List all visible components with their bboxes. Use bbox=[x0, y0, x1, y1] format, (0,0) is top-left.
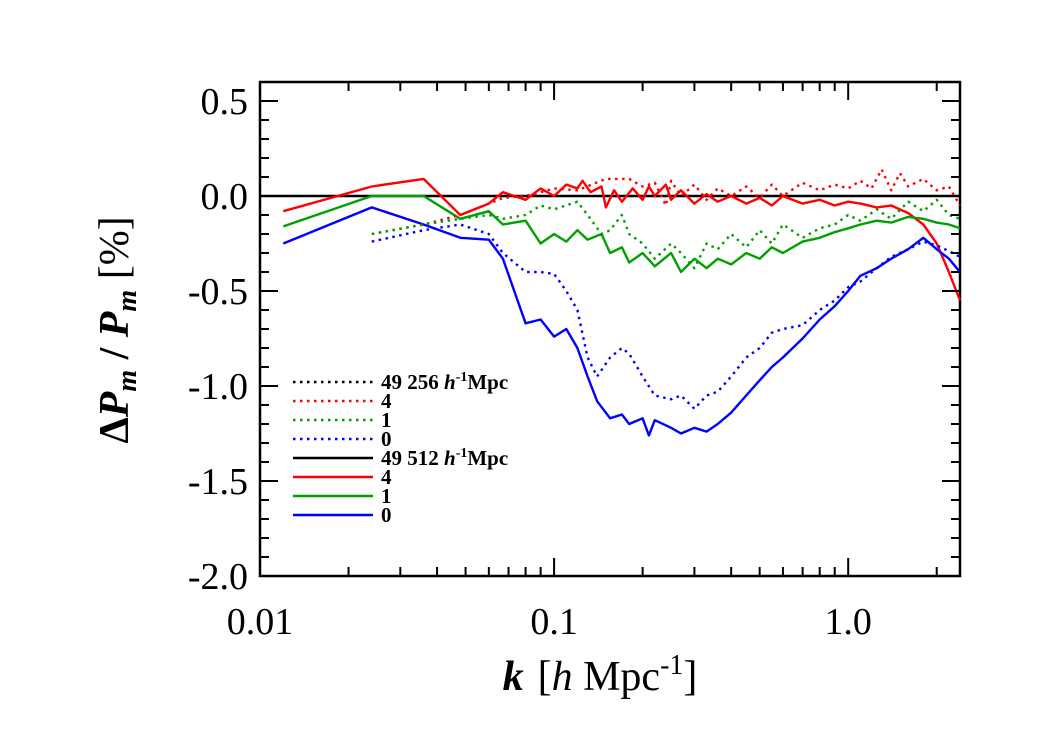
y-ticks: 0.5 0.0 -0.5 -1.0 -1.5 -2.0 bbox=[188, 81, 960, 598]
series-line-1 bbox=[282, 194, 961, 274]
y-tick-label-0: 0.5 bbox=[201, 81, 249, 123]
legend-label-2: 1 bbox=[381, 408, 392, 432]
x-ticks: 0.01 0.1 1.0 bbox=[227, 82, 938, 643]
series-line-5 bbox=[371, 223, 961, 410]
series-line-4 bbox=[371, 198, 961, 270]
legend-label-6: 1 bbox=[381, 484, 392, 508]
y-tick-label-4: -1.5 bbox=[188, 461, 248, 503]
legend-label-0: 49 256 h-1Mpc bbox=[381, 370, 508, 394]
y-tick-label-1: 0.0 bbox=[201, 176, 249, 218]
legend-label-7: 0 bbox=[381, 503, 392, 527]
plot-frame bbox=[258, 80, 962, 578]
x-axis-label: k [h Mpc-1] bbox=[503, 650, 698, 700]
x-tick-label-2: 1.0 bbox=[824, 601, 872, 643]
x-tick-label-0: 0.01 bbox=[227, 601, 294, 643]
series-layer bbox=[282, 168, 962, 437]
y-tick-label-5: -2.0 bbox=[188, 556, 248, 598]
y-tick-label-2: -0.5 bbox=[188, 271, 248, 313]
legend-label-5: 4 bbox=[381, 465, 392, 489]
legend-label-1: 4 bbox=[381, 389, 392, 413]
legend-label-4: 49 512 h-1Mpc bbox=[381, 446, 508, 470]
x-tick-label-1: 0.1 bbox=[530, 601, 578, 643]
series-line-2 bbox=[282, 206, 961, 437]
legend-label-3: 0 bbox=[381, 427, 392, 451]
y-axis-label: ΔPm / Pm [%] bbox=[92, 216, 143, 443]
series-line-3 bbox=[371, 168, 962, 236]
y-tick-label-3: -1.0 bbox=[188, 366, 248, 408]
series-line-0 bbox=[282, 177, 962, 301]
